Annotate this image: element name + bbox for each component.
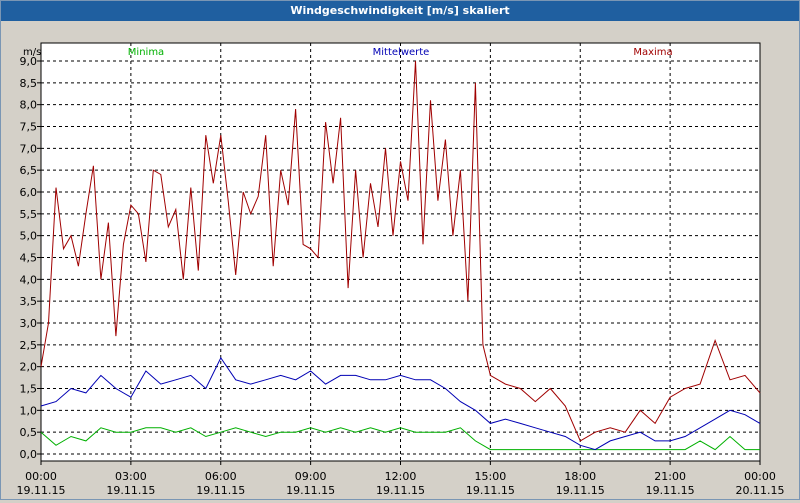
y-tick-label: 4,0 <box>20 273 38 286</box>
y-axis-unit-label: m/s <box>23 47 41 58</box>
y-tick-label: 2,5 <box>20 339 38 352</box>
x-tick-time-label: 00:00 <box>25 470 57 483</box>
y-tick-label: 8,5 <box>20 77 38 90</box>
legend-entry-minima: Minima <box>128 47 164 58</box>
x-tick-time-label: 06:00 <box>205 470 237 483</box>
y-tick-label: 7,0 <box>20 142 38 155</box>
x-tick-date-label: 19.11.15 <box>286 484 335 497</box>
y-tick-label: 9,0 <box>20 55 38 68</box>
y-tick-label: 3,5 <box>20 295 38 308</box>
x-tick-time-label: 21:00 <box>654 470 686 483</box>
wind-speed-chart: m/s 0,0 0,5 1,0 1,5 2,0 2,5 3,0 3,5 4,0 4,5 5,0 5,5 6… <box>1 21 799 499</box>
y-axis: m/s 0,0 0,5 1,0 1,5 2,0 2,5 3,0 3,5 4,0 4,5 5,0 5,5 6… <box>20 47 42 461</box>
y-tick-label: 4,5 <box>20 252 38 265</box>
series-line-minima <box>40 427 760 451</box>
x-tick-time-label: 03:00 <box>115 470 147 483</box>
y-tick-label: 5,0 <box>20 230 38 243</box>
x-tick-time-label: 09:00 <box>295 470 327 483</box>
y-tick-label: 1,0 <box>20 404 38 417</box>
legend: Minima Mittelwerte Maxima <box>128 47 673 58</box>
x-tick-time-label: 00:00 <box>744 470 776 483</box>
y-tick-label: 7,5 <box>20 121 38 134</box>
y-tick-label: 0,5 <box>20 426 38 439</box>
y-tick-label: 0,0 <box>20 448 38 461</box>
x-axis: 00:0019.11.1503:0019.11.1506:0019.11.150… <box>17 461 785 497</box>
grid-lines <box>41 43 760 461</box>
y-tick-label: 6,5 <box>20 164 38 177</box>
x-tick-time-label: 18:00 <box>564 470 596 483</box>
x-tick-date-label: 19.11.15 <box>106 484 155 497</box>
y-tick-label: 2,0 <box>20 361 38 374</box>
x-tick-date-label: 20.11.15 <box>736 484 785 497</box>
x-tick-date-label: 19.11.15 <box>646 484 695 497</box>
x-tick-date-label: 19.11.15 <box>466 484 515 497</box>
x-tick-date-label: 19.11.15 <box>556 484 605 497</box>
x-tick-time-label: 12:00 <box>385 470 417 483</box>
chart-area: m/s 0,0 0,5 1,0 1,5 2,0 2,5 3,0 3,5 4,0 4,5 5,0 5,5 6… <box>1 21 799 499</box>
x-tick-time-label: 15:00 <box>475 470 507 483</box>
x-tick-date-label: 19.11.15 <box>17 484 66 497</box>
series-lines <box>40 60 761 451</box>
series-line-maxima <box>40 60 761 442</box>
series-line-mittelwerte <box>40 356 761 451</box>
y-tick-label: 1,5 <box>20 383 38 396</box>
y-tick-label: 6,0 <box>20 186 38 199</box>
y-tick-label: 8,0 <box>20 99 38 112</box>
y-tick-label: 3,0 <box>20 317 38 330</box>
x-tick-date-label: 19.11.15 <box>196 484 245 497</box>
chart-title: Windgeschwindigkeit [m/s] skaliert <box>1 1 799 21</box>
x-tick-date-label: 19.11.15 <box>376 484 425 497</box>
legend-entry-maxima: Maxima <box>633 47 672 58</box>
legend-entry-mittelwerte: Mittelwerte <box>373 47 430 58</box>
y-tick-label: 5,5 <box>20 208 38 221</box>
